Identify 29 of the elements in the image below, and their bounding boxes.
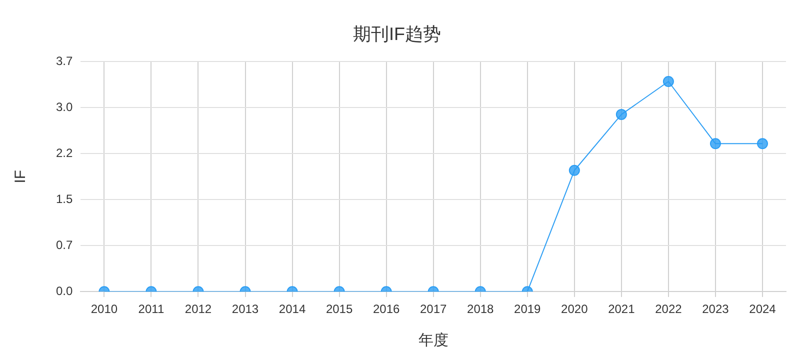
x-tick-label: 2010 [90, 302, 118, 316]
x-tick-label: 2023 [702, 302, 730, 316]
x-tick-label: 2019 [514, 302, 542, 316]
point [710, 138, 721, 150]
y-tick-label: 0.7 [56, 238, 73, 252]
x-tick-label: 2022 [655, 302, 682, 316]
y-tick-label: 3.0 [56, 100, 73, 114]
x-tick-label: 2024 [749, 302, 776, 316]
y-tick-label: 1.5 [56, 192, 73, 206]
point [568, 164, 580, 176]
chart-title: 期刊IF趋势 [353, 24, 441, 44]
x-tick-label: 2018 [467, 302, 494, 316]
x-tick-label: 2015 [326, 302, 353, 316]
point [756, 138, 768, 150]
x-axis-title: 年度 [418, 332, 448, 350]
y-axis-title: IF [12, 170, 30, 184]
x-tick-label: 2017 [420, 302, 448, 316]
x-tick-label: 2020 [561, 302, 588, 316]
x-tick-label: 2011 [138, 302, 164, 316]
x-tick-label: 2012 [184, 302, 212, 316]
point [662, 76, 674, 87]
x-tick-label: 2016 [372, 302, 400, 316]
x-tick-label: 2014 [278, 302, 306, 316]
point [616, 108, 627, 120]
x-tick-label: 2013 [232, 302, 259, 316]
y-tick-label: 3.7 [56, 54, 73, 68]
y-tick-label: 2.2 [56, 146, 73, 160]
x-tick-label: 2021 [608, 302, 636, 316]
y-tick-label: 0.0 [56, 284, 73, 298]
